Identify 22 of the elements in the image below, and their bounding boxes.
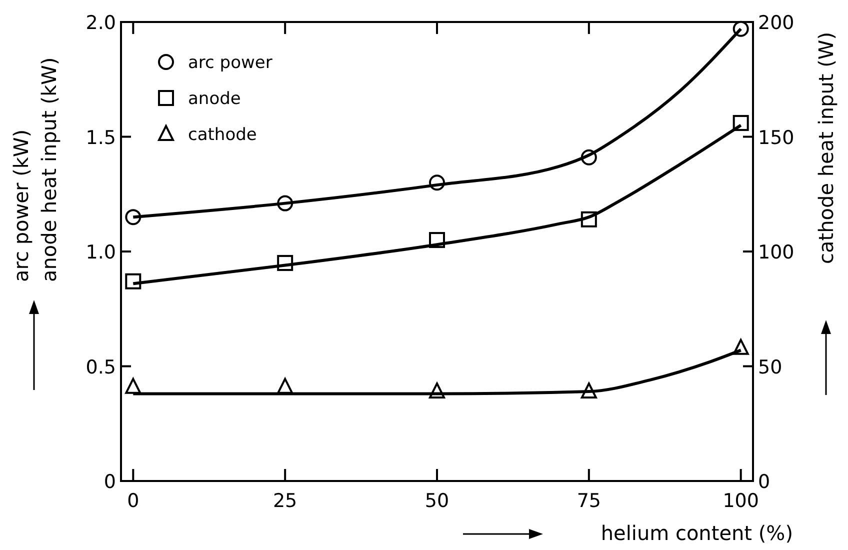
y-tick-label: 0 [104, 471, 116, 493]
y-axis-title: arc power (kW) anode heat input (kW) [9, 57, 61, 282]
x-tick-label: 25 [272, 490, 298, 512]
legend-label: cathode [188, 125, 257, 145]
y2-tick-label: 50 [758, 356, 782, 378]
y2-axis-title: cathode heat input (W) [814, 32, 838, 264]
y-tick-label: 1.0 [86, 242, 116, 264]
x-tick-label: 0 [127, 490, 140, 512]
legend-label: anode [188, 89, 241, 109]
y2-tick-label: 150 [758, 126, 794, 149]
y2-tick-label: 100 [758, 242, 794, 264]
x-tick-label: 50 [424, 490, 450, 512]
y2-tick-label: 0 [758, 471, 770, 493]
x-axis-title: helium content (%) [600, 521, 793, 545]
y-tick-label: 1.5 [86, 126, 116, 149]
y-tick-label: 2.0 [86, 12, 116, 34]
point [125, 378, 142, 394]
legend-label: arc power [188, 53, 272, 73]
y-tick-label: 0.5 [86, 356, 116, 378]
y2-tick-label: 200 [758, 12, 794, 34]
x-tick-label: 100 [722, 490, 759, 512]
x-tick-label: 75 [576, 490, 602, 512]
